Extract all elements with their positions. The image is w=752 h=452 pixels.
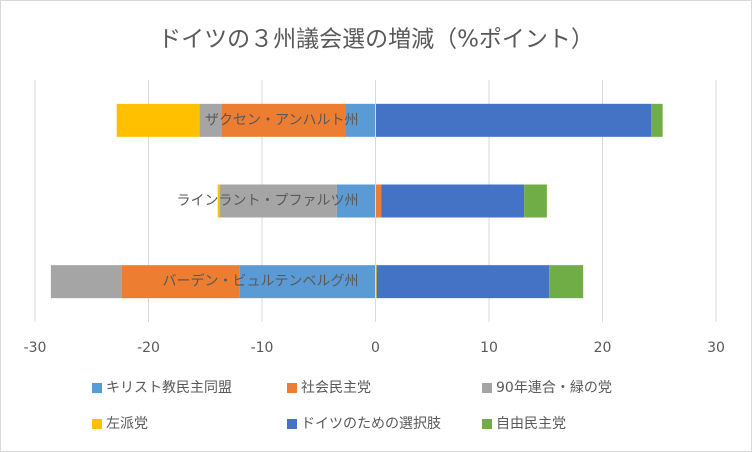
legend-label: 自由民主党 bbox=[496, 416, 566, 432]
legend-label: 左派党 bbox=[106, 416, 148, 432]
bar-segment bbox=[217, 184, 221, 218]
bar-segment bbox=[220, 184, 337, 218]
bar-segment bbox=[524, 184, 547, 218]
bar-segment bbox=[121, 265, 240, 299]
bar-segment bbox=[375, 265, 377, 299]
legend-label: キリスト教民主同盟 bbox=[106, 380, 232, 396]
bar-segment bbox=[549, 265, 584, 299]
bar-segment bbox=[381, 184, 525, 218]
legend-label: 社会民主党 bbox=[301, 380, 371, 396]
x-tick-label: -30 bbox=[24, 340, 47, 356]
legend-swatch bbox=[287, 383, 297, 393]
bar-segment bbox=[345, 103, 376, 137]
bar-segment bbox=[239, 265, 376, 299]
bar-segment bbox=[199, 103, 222, 137]
x-tick-label: -20 bbox=[137, 340, 160, 356]
chart-title: ドイツの３州議会選の増減（%ポイント） bbox=[158, 27, 594, 53]
bar-segment bbox=[376, 265, 550, 299]
legend-swatch bbox=[482, 383, 492, 393]
y-tick-label: バーデン・ビュルテンベルグ州 bbox=[163, 273, 359, 290]
bar-segment bbox=[336, 184, 376, 218]
bar-segment bbox=[651, 103, 663, 137]
legend-label: 90年連合・緑の党 bbox=[496, 380, 612, 396]
x-tick-label: 30 bbox=[707, 340, 725, 356]
bar-segment bbox=[375, 103, 652, 137]
legend-swatch bbox=[92, 419, 102, 429]
legend-label: ドイツのための選択肢 bbox=[301, 416, 441, 432]
x-tick-label: 20 bbox=[594, 340, 612, 356]
legend-swatch bbox=[92, 383, 102, 393]
bar-segment bbox=[221, 103, 346, 137]
legend-swatch bbox=[287, 419, 297, 429]
legend-swatch bbox=[482, 419, 492, 429]
bar-segment bbox=[50, 265, 122, 299]
x-tick-label: 10 bbox=[480, 340, 498, 356]
bar-segment bbox=[375, 184, 382, 218]
y-tick-label: ラインラント・プファルツ州 bbox=[177, 193, 359, 209]
bar-segment bbox=[116, 103, 200, 137]
x-tick-label: -10 bbox=[251, 340, 274, 356]
y-tick-label: ザクセン・アンハルト州 bbox=[205, 112, 358, 128]
x-tick-label: 0 bbox=[371, 340, 380, 356]
